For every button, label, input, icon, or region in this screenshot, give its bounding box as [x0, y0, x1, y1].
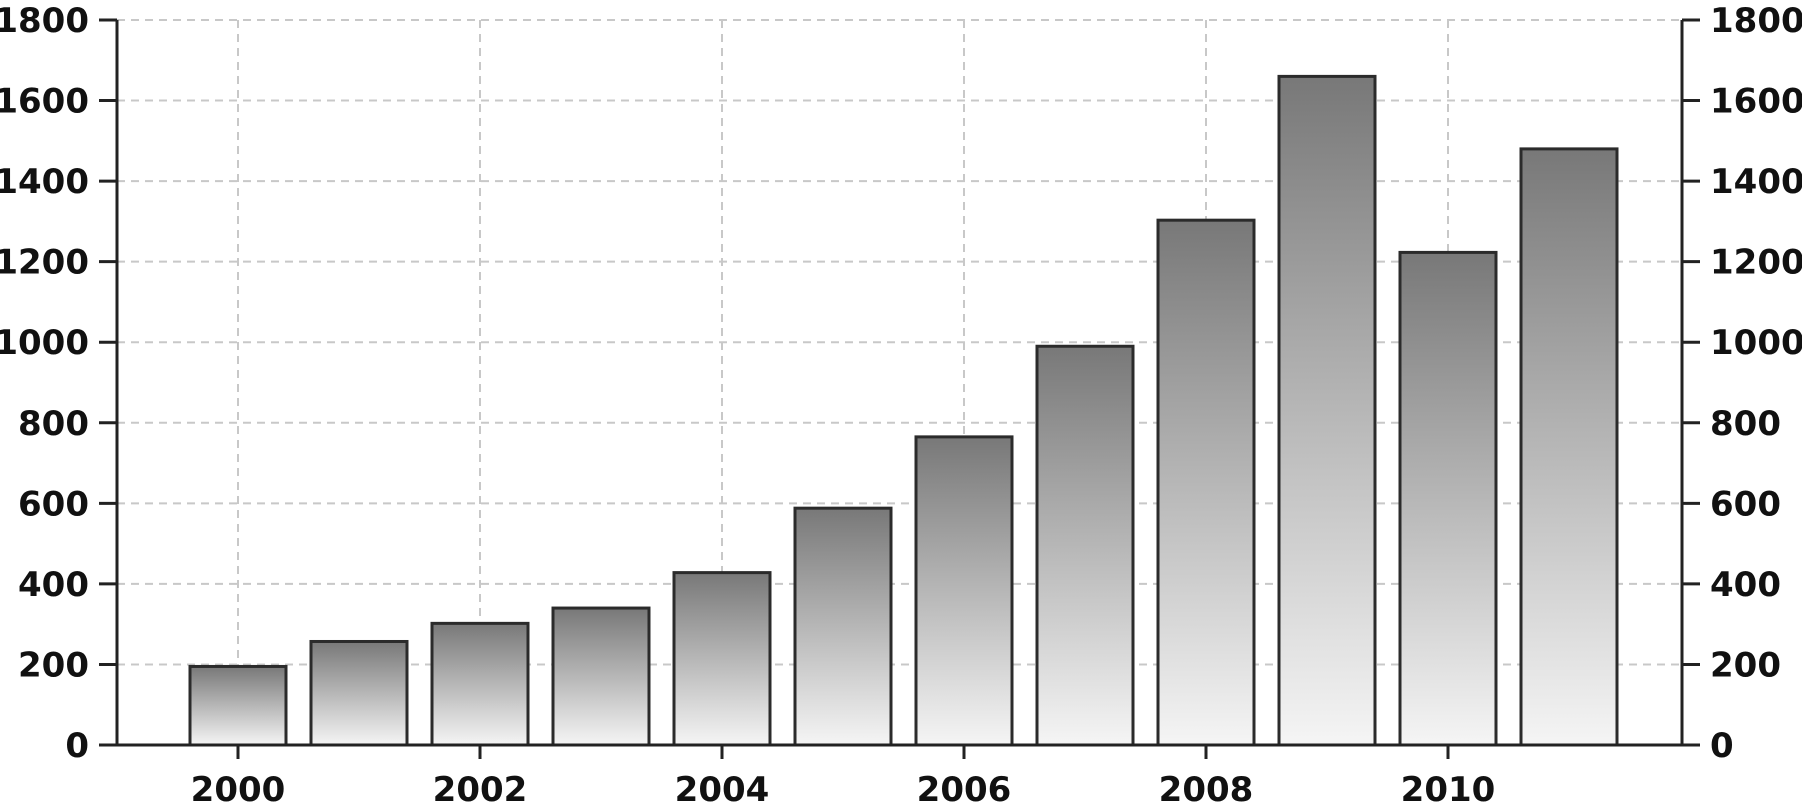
bar-2010 — [1398, 250, 1498, 747]
y-tick-label-right: 1000 — [1710, 323, 1802, 363]
bar-2000 — [188, 664, 288, 747]
y-tick-label-right: 400 — [1710, 565, 1781, 605]
bar-2009 — [1277, 74, 1377, 747]
y-tick-label-right: 200 — [1710, 645, 1781, 685]
bar-2011 — [1519, 147, 1619, 747]
x-tick-label: 2004 — [675, 770, 770, 810]
y-tick-label-right: 600 — [1710, 484, 1781, 524]
y-tick-label-left: 1000 — [0, 323, 89, 363]
y-tick-label-right: 1800 — [1710, 1, 1802, 41]
y-tick-label-left: 200 — [18, 645, 89, 685]
bar-2002 — [430, 621, 530, 747]
bars — [188, 74, 1619, 747]
x-tick-label: 2000 — [191, 770, 286, 810]
y-tick-label-right: 0 — [1710, 726, 1734, 766]
bar-2004 — [672, 571, 772, 747]
y-tick-label-left: 1800 — [0, 1, 89, 41]
y-tick-label-left: 400 — [18, 565, 89, 605]
y-tick-label-right: 1600 — [1710, 82, 1802, 122]
bar-2005 — [793, 506, 893, 747]
bar-2003 — [551, 606, 651, 747]
bar-2007 — [1035, 344, 1135, 747]
y-tick-label-left: 600 — [18, 484, 89, 524]
y-tick-label-left: 1200 — [0, 243, 89, 283]
y-tick-label-left: 800 — [18, 404, 89, 444]
x-tick-label: 2002 — [433, 770, 528, 810]
bar-2008 — [1156, 218, 1256, 747]
y-tick-label-right: 1200 — [1710, 243, 1802, 283]
y-tick-label-left: 0 — [65, 726, 89, 766]
y-tick-label-right: 800 — [1710, 404, 1781, 444]
x-tick-label: 2008 — [1159, 770, 1254, 810]
bar-2006 — [914, 435, 1014, 747]
y-tick-label-left: 1600 — [0, 82, 89, 122]
y-tick-label-right: 1400 — [1710, 162, 1802, 202]
axes — [99, 18, 1700, 759]
x-tick-label: 2006 — [917, 770, 1012, 810]
x-tick-label: 2010 — [1401, 770, 1496, 810]
bar-2001 — [309, 639, 409, 747]
y-tick-label-left: 1400 — [0, 162, 89, 202]
